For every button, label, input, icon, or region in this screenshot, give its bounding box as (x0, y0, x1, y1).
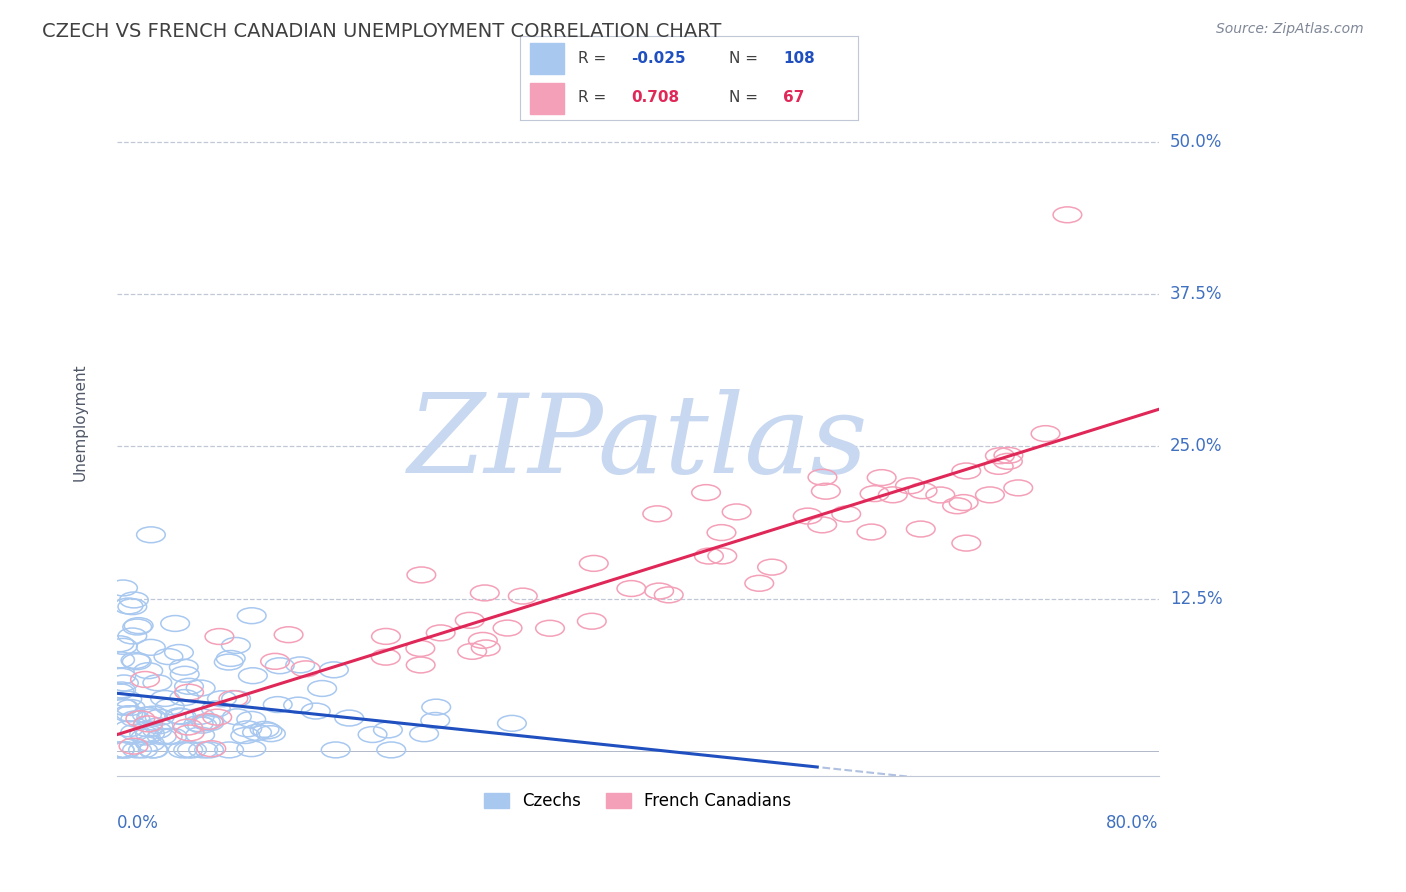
Text: 0.708: 0.708 (631, 90, 679, 105)
Text: R =: R = (578, 51, 610, 66)
Text: 37.5%: 37.5% (1170, 285, 1222, 303)
Text: 108: 108 (783, 51, 815, 66)
FancyBboxPatch shape (530, 44, 564, 74)
Text: -0.025: -0.025 (631, 51, 686, 66)
Text: CZECH VS FRENCH CANADIAN UNEMPLOYMENT CORRELATION CHART: CZECH VS FRENCH CANADIAN UNEMPLOYMENT CO… (42, 22, 721, 41)
Text: ZIPatlas: ZIPatlas (408, 390, 868, 497)
Text: R =: R = (578, 90, 610, 105)
Text: 80.0%: 80.0% (1107, 814, 1159, 832)
Text: Unemployment: Unemployment (73, 363, 89, 481)
Text: 67: 67 (783, 90, 804, 105)
Text: Source: ZipAtlas.com: Source: ZipAtlas.com (1216, 22, 1364, 37)
Legend: Czechs, French Canadians: Czechs, French Canadians (477, 785, 799, 817)
Text: 25.0%: 25.0% (1170, 437, 1222, 456)
FancyBboxPatch shape (530, 83, 564, 113)
Text: 50.0%: 50.0% (1170, 133, 1222, 151)
Text: 0.0%: 0.0% (117, 814, 159, 832)
Text: N =: N = (730, 51, 763, 66)
Text: N =: N = (730, 90, 763, 105)
Text: 12.5%: 12.5% (1170, 590, 1222, 607)
